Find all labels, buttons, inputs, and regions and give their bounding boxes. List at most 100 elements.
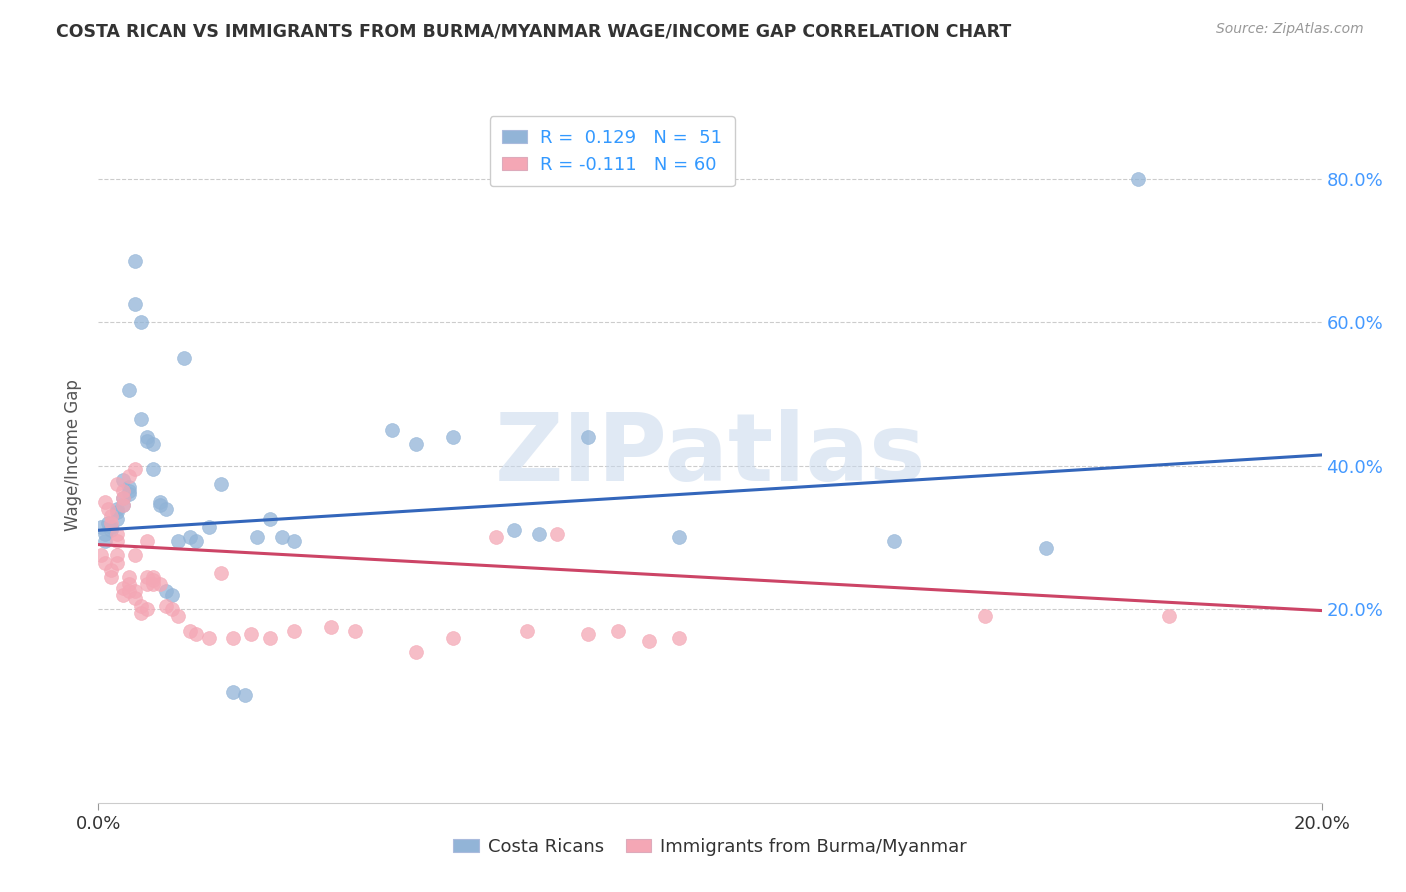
- Point: [105, 505, 128, 519]
- Point: [111, 483, 134, 498]
- Point: [197, 631, 219, 645]
- Point: [105, 549, 128, 563]
- Point: [405, 437, 427, 451]
- Point: [93, 494, 115, 508]
- Point: [160, 588, 183, 602]
- Point: [136, 570, 159, 584]
- Point: [149, 494, 172, 508]
- Point: [100, 563, 122, 577]
- Point: [100, 519, 122, 533]
- Point: [118, 584, 141, 599]
- Point: [118, 469, 141, 483]
- Point: [381, 423, 404, 437]
- Point: [100, 523, 122, 537]
- Point: [118, 487, 141, 501]
- Point: [155, 584, 177, 599]
- Point: [149, 498, 172, 512]
- Point: [503, 523, 526, 537]
- Point: [105, 526, 128, 541]
- Point: [97, 501, 120, 516]
- Point: [129, 606, 152, 620]
- Point: [883, 533, 905, 548]
- Point: [142, 570, 165, 584]
- Point: [142, 437, 165, 451]
- Point: [259, 631, 281, 645]
- Point: [167, 533, 190, 548]
- Point: [111, 491, 134, 505]
- Point: [93, 526, 115, 541]
- Point: [637, 634, 661, 648]
- Point: [111, 498, 134, 512]
- Point: [186, 533, 208, 548]
- Text: ZIPatlas: ZIPatlas: [495, 409, 925, 501]
- Y-axis label: Wage/Income Gap: Wage/Income Gap: [65, 379, 83, 531]
- Point: [124, 254, 146, 268]
- Point: [527, 526, 550, 541]
- Point: [105, 476, 128, 491]
- Point: [136, 577, 159, 591]
- Point: [485, 530, 508, 544]
- Point: [283, 533, 305, 548]
- Point: [105, 512, 128, 526]
- Point: [111, 498, 134, 512]
- Point: [118, 570, 141, 584]
- Text: COSTA RICAN VS IMMIGRANTS FROM BURMA/MYANMAR WAGE/INCOME GAP CORRELATION CHART: COSTA RICAN VS IMMIGRANTS FROM BURMA/MYA…: [56, 22, 1011, 40]
- Point: [111, 588, 134, 602]
- Legend: Costa Ricans, Immigrants from Burma/Myanmar: Costa Ricans, Immigrants from Burma/Myan…: [446, 831, 974, 863]
- Point: [90, 549, 112, 563]
- Point: [124, 297, 146, 311]
- Point: [233, 688, 256, 702]
- Point: [93, 556, 115, 570]
- Point: [283, 624, 305, 638]
- Point: [167, 609, 190, 624]
- Point: [246, 530, 269, 544]
- Point: [118, 577, 141, 591]
- Point: [155, 599, 177, 613]
- Point: [222, 631, 245, 645]
- Point: [136, 533, 159, 548]
- Point: [129, 315, 152, 329]
- Point: [186, 627, 208, 641]
- Point: [136, 434, 159, 448]
- Point: [97, 516, 120, 530]
- Point: [155, 501, 177, 516]
- Point: [124, 549, 146, 563]
- Point: [576, 430, 599, 444]
- Point: [160, 602, 183, 616]
- Point: [136, 430, 159, 444]
- Point: [179, 530, 201, 544]
- Point: [405, 645, 427, 659]
- Point: [974, 609, 997, 624]
- Point: [344, 624, 367, 638]
- Point: [111, 581, 134, 595]
- Point: [105, 501, 128, 516]
- Point: [105, 556, 128, 570]
- Point: [129, 599, 152, 613]
- Point: [90, 519, 112, 533]
- Point: [136, 602, 159, 616]
- Point: [124, 584, 146, 599]
- Point: [222, 684, 245, 698]
- Point: [129, 412, 152, 426]
- Point: [1157, 609, 1180, 624]
- Point: [209, 476, 232, 491]
- Point: [441, 430, 464, 444]
- Point: [259, 512, 281, 526]
- Point: [179, 624, 201, 638]
- Point: [111, 473, 134, 487]
- Point: [607, 624, 630, 638]
- Text: Source: ZipAtlas.com: Source: ZipAtlas.com: [1216, 22, 1364, 37]
- Point: [149, 577, 172, 591]
- Point: [516, 624, 538, 638]
- Point: [668, 631, 690, 645]
- Point: [100, 516, 122, 530]
- Point: [319, 620, 342, 634]
- Point: [441, 631, 464, 645]
- Point: [1035, 541, 1057, 556]
- Point: [240, 627, 263, 641]
- Point: [668, 530, 690, 544]
- Point: [142, 577, 165, 591]
- Point: [118, 480, 141, 494]
- Point: [118, 384, 141, 398]
- Point: [270, 530, 292, 544]
